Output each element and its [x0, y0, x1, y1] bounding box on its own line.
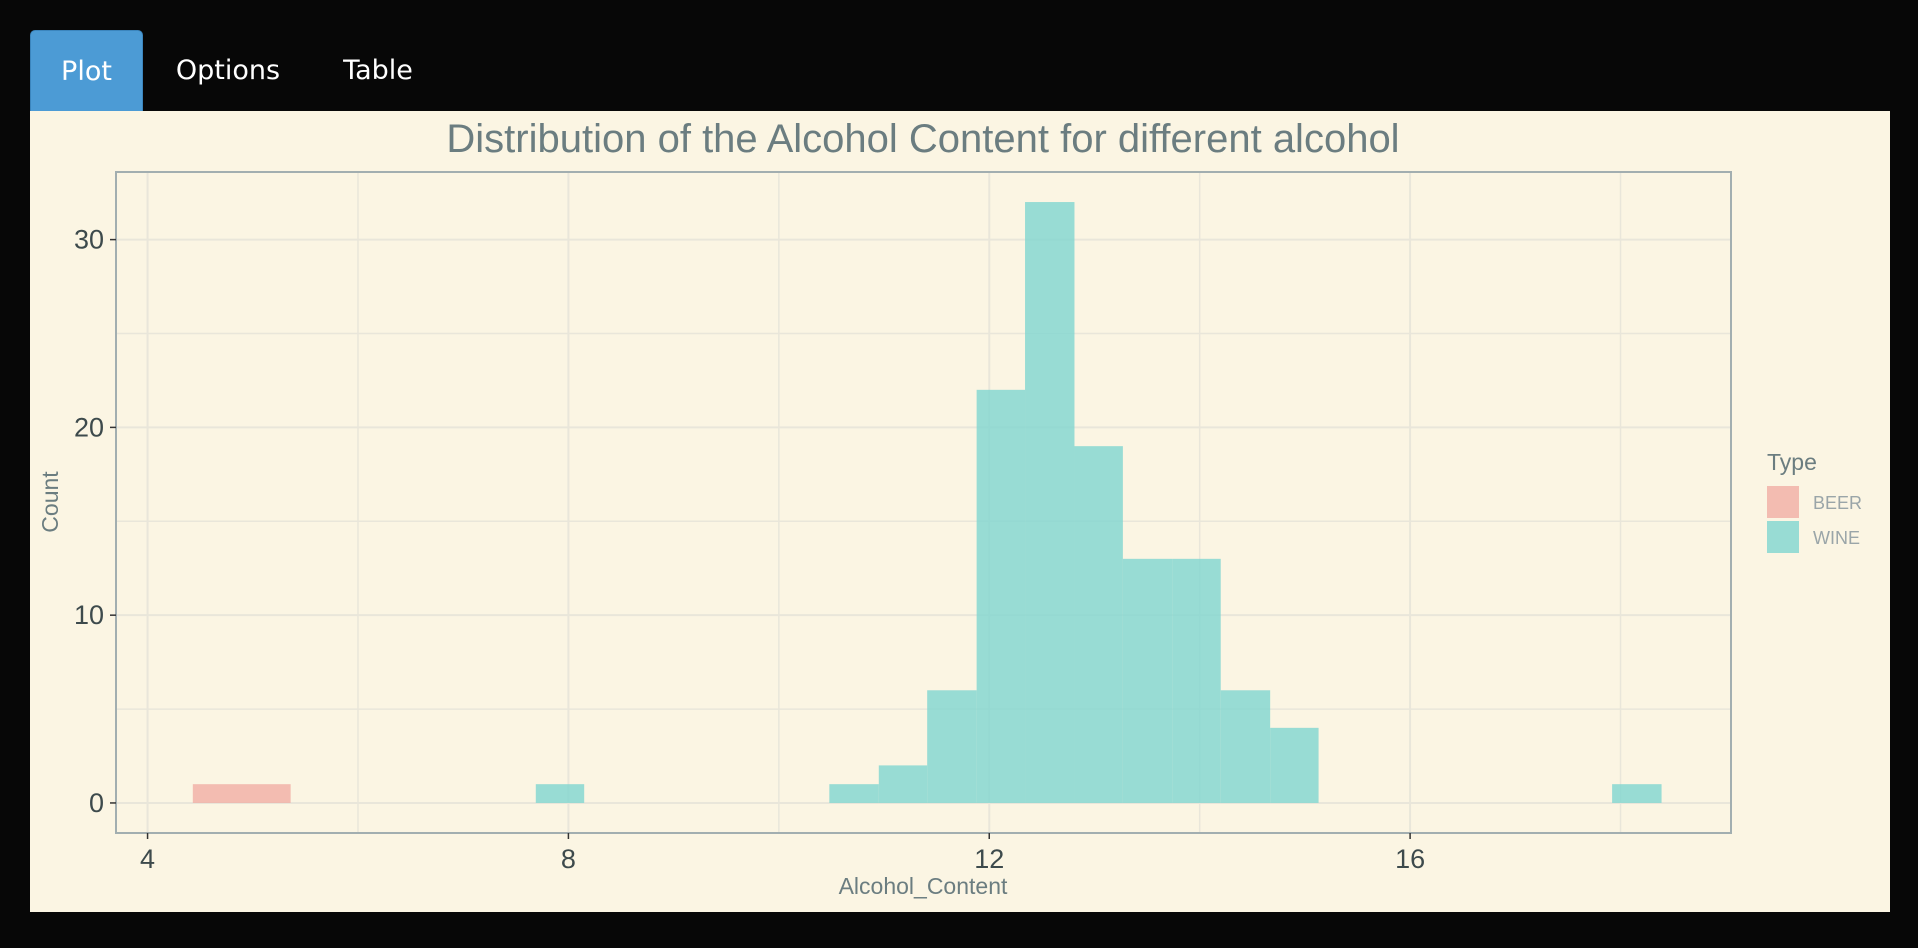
bar-wine	[829, 784, 879, 803]
bar-wine	[1270, 727, 1319, 803]
tab-options[interactable]: Options	[175, 55, 281, 86]
x-tick-label: 16	[1395, 844, 1425, 874]
bar-wine	[976, 389, 1026, 803]
chart-title: Distribution of the Alcohol Content for …	[446, 117, 1399, 161]
legend-swatch-wine	[1767, 521, 1799, 553]
x-tick-label: 8	[561, 844, 576, 874]
y-tick-label: 10	[74, 600, 104, 630]
plot-panel: Distribution of the Alcohol Content for …	[30, 111, 1890, 912]
y-axis-label: Count	[37, 471, 63, 533]
y-tick-label: 0	[89, 788, 104, 818]
y-tick-label: 20	[74, 412, 104, 442]
histogram-chart: Distribution of the Alcohol Content for …	[37, 117, 1862, 899]
legend-swatch-beer	[1767, 486, 1799, 518]
bar-wine	[927, 690, 977, 803]
legend-label-beer: BEER	[1813, 493, 1862, 513]
bar-wine	[1025, 202, 1075, 803]
bar-wine	[1122, 558, 1173, 803]
y-tick-label: 30	[74, 225, 104, 255]
bar-wine	[1220, 690, 1271, 803]
axis-ticks: 4 8 12 16 0 10 20 30	[74, 225, 1425, 874]
bar-beer	[192, 784, 291, 803]
bar-wine	[1172, 558, 1221, 803]
bar-wine	[1074, 446, 1123, 803]
tab-bar: Plot Options Table	[0, 0, 1918, 111]
tab-table[interactable]: Table	[343, 55, 413, 86]
tab-plot[interactable]: Plot	[30, 30, 143, 111]
legend-label-wine: WINE	[1813, 528, 1860, 548]
bar-wine	[535, 784, 585, 803]
x-tick-label: 12	[974, 844, 1004, 874]
grid-lines	[116, 172, 1731, 833]
legend-title: Type	[1767, 449, 1817, 475]
bar-wine	[878, 765, 928, 803]
plot-border	[115, 171, 1732, 834]
bar-wine	[1612, 784, 1662, 803]
histogram-bars	[192, 202, 1662, 803]
legend: Type BEER WINE	[1767, 449, 1862, 553]
x-tick-label: 4	[140, 844, 155, 874]
x-axis-label: Alcohol_Content	[839, 873, 1008, 899]
